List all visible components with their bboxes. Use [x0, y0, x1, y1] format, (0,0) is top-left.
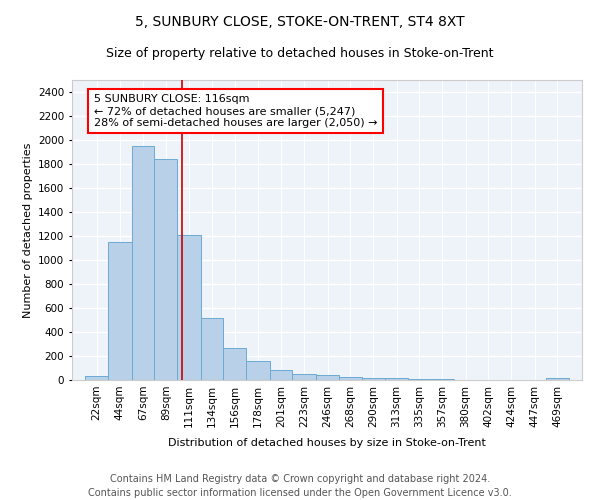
- Y-axis label: Number of detached properties: Number of detached properties: [23, 142, 32, 318]
- Bar: [108, 242, 132, 380]
- Text: Size of property relative to detached houses in Stoke-on-Trent: Size of property relative to detached ho…: [106, 48, 494, 60]
- Bar: [385, 378, 408, 380]
- Bar: [246, 362, 270, 380]
- Bar: [201, 318, 223, 380]
- Bar: [85, 376, 108, 380]
- Bar: [177, 235, 201, 380]
- X-axis label: Distribution of detached houses by size in Stoke-on-Trent: Distribution of detached houses by size …: [168, 438, 486, 448]
- Bar: [316, 374, 339, 380]
- Text: 5 SUNBURY CLOSE: 116sqm
← 72% of detached houses are smaller (5,247)
28% of semi: 5 SUNBURY CLOSE: 116sqm ← 72% of detache…: [94, 94, 377, 128]
- Text: 5, SUNBURY CLOSE, STOKE-ON-TRENT, ST4 8XT: 5, SUNBURY CLOSE, STOKE-ON-TRENT, ST4 8X…: [135, 15, 465, 29]
- Text: Contains HM Land Registry data © Crown copyright and database right 2024.
Contai: Contains HM Land Registry data © Crown c…: [88, 474, 512, 498]
- Bar: [546, 378, 569, 380]
- Bar: [339, 377, 362, 380]
- Bar: [223, 348, 246, 380]
- Bar: [132, 146, 154, 380]
- Bar: [154, 159, 177, 380]
- Bar: [270, 370, 292, 380]
- Bar: [292, 374, 316, 380]
- Bar: [362, 378, 385, 380]
